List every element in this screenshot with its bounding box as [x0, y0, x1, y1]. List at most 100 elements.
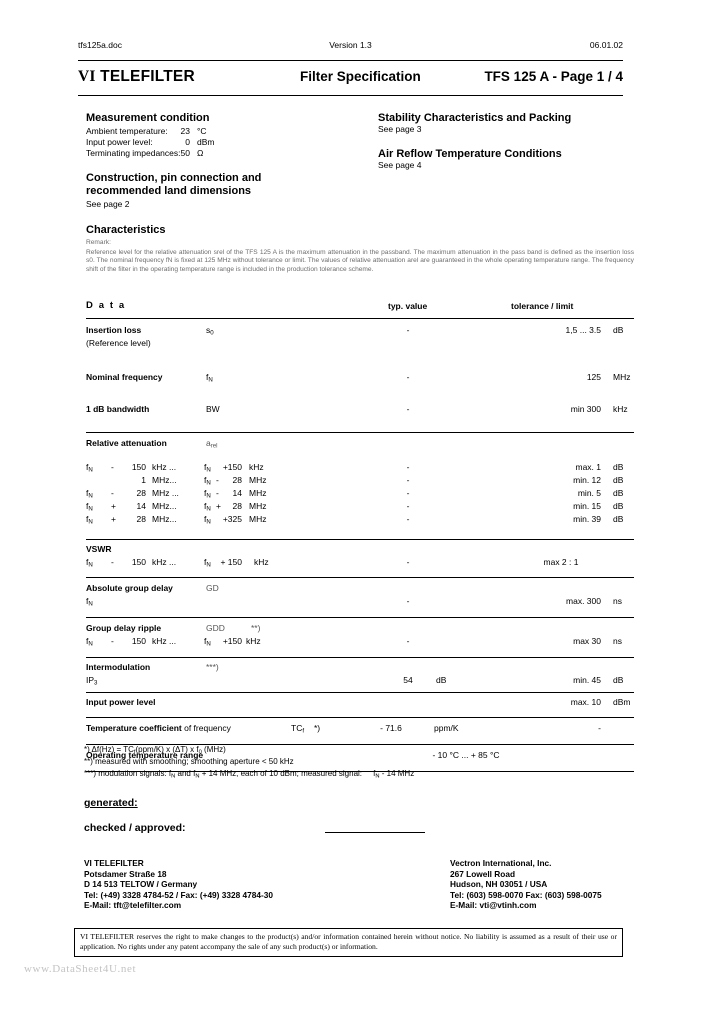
part-number-page: TFS 125 A - Page 1 / 4 — [484, 69, 623, 84]
relative-attenuation-symbol: arel — [206, 438, 218, 450]
att-2-unit1: MHz... — [152, 475, 177, 485]
nominal-frequency-label: Nominal frequency — [86, 372, 163, 382]
att-4-f1: fN — [86, 501, 93, 513]
construction-line2: recommended land dimensions — [86, 185, 252, 197]
insertion-loss-label: Insertion loss — [86, 325, 142, 335]
vswr-f1: fN — [86, 557, 93, 569]
table-rule — [86, 539, 634, 540]
att-5-f2: fN — [204, 514, 211, 526]
relative-attenuation-label: Relative attenuation — [86, 438, 167, 448]
att-4-unit2: MHz — [249, 501, 267, 511]
table-row: Operating temperature range - 10 °C ... … — [86, 750, 634, 763]
signature-line — [325, 832, 425, 833]
table-rule — [86, 744, 634, 745]
vswr-typ: - — [406, 557, 410, 567]
att-3-unit: dB — [613, 488, 624, 498]
table-row: (Reference level) — [86, 338, 634, 351]
air-reflow-block: Air Reflow Temperature Conditions See pa… — [378, 148, 562, 170]
nominal-frequency-unit: MHz — [613, 372, 631, 382]
ambient-temperature-label: Ambient temperature: — [86, 126, 168, 136]
footnotes: *) Δf(Hz) = TCf(ppm/K) x (ΔT) x f0 (MHz)… — [84, 744, 414, 779]
intermodulation-tolerance: min. 45 — [573, 675, 601, 685]
remark-line-3: attenuation arel are guaranteed in the w… — [86, 257, 634, 273]
characteristics-table: D a t a typ. value tolerance / limit Ins… — [86, 300, 634, 772]
header-rule-top — [78, 60, 623, 61]
intermodulation-footnote-mark: ***) — [206, 662, 219, 672]
ambient-temperature-value: 23 — [180, 126, 190, 136]
group-delay-label: Absolute group delay — [86, 583, 173, 593]
gdr-unit: ns — [613, 636, 622, 646]
address-right-street: 267 Lowell Road — [450, 868, 516, 879]
group-delay-ripple-label: Group delay ripple — [86, 623, 162, 633]
att-5-value2: +325 — [222, 514, 242, 524]
gdr-typ: - — [406, 636, 410, 646]
footnote-1: *) Δf(Hz) = TCf(ppm/K) x (ΔT) x f0 (MHz) — [84, 745, 226, 756]
row-relative-attenuation: Relative attenuation arel fN - 150 kHz .… — [86, 433, 634, 539]
vswr-unit2: kHz — [254, 557, 269, 567]
address-right-email: E-Mail: vti@vtinh.com — [450, 900, 602, 911]
measurement-title: Measurement condition — [86, 112, 210, 124]
watermark: www.DataSheet4U.net — [24, 963, 137, 975]
company-logo: VI TELEFILTER — [78, 68, 195, 86]
group-delay-symbol: GD — [206, 583, 219, 593]
characteristics-title: Characteristics — [86, 224, 166, 236]
table-row: Input power level max. 10 dBm — [86, 697, 634, 710]
address-block-telefilter: VI TELEFILTER Potsdamer Straße 18 D 14 5… — [84, 858, 273, 911]
table-row: Insertion loss s0 - 1,5 ... 3.5 dB — [86, 325, 634, 338]
att-1-unit1: kHz ... — [152, 462, 177, 472]
address-left-street: Potsdamer Straße 18 — [84, 868, 167, 879]
address-left-company: VI TELEFILTER — [84, 858, 144, 868]
spec-title: Filter Specification — [300, 69, 421, 84]
table-row: fN - 28 MHz ... fN - 14 MHz - min. 5 dB — [86, 488, 634, 501]
att-4-value1: 14 — [136, 501, 146, 511]
row-bandwidth: 1 dB bandwidth BW - min 300 kHz — [86, 401, 634, 432]
group-delay-unit: ns — [613, 596, 622, 606]
doc-version: Version 1.3 — [329, 40, 372, 50]
tempco-label: Temperature coefficient of frequency — [86, 723, 231, 733]
doc-filename: tfs125a.doc — [78, 40, 122, 50]
address-left-email-value[interactable]: tft@telefilter.com — [113, 900, 182, 911]
tempco-label-rest: of frequency — [181, 723, 231, 733]
nominal-frequency-symbol: fN — [206, 372, 213, 384]
table-row: fN - 150 kHz ... fN +150 kHz - max. 1 dB — [86, 462, 634, 475]
intermodulation-label: Intermodulation — [86, 662, 151, 672]
att-3-f1: fN — [86, 488, 93, 500]
row-temperature-coefficient: Temperature coefficient of frequency TCf… — [86, 718, 634, 744]
row-nominal-frequency: Nominal frequency fN - 125 MHz — [86, 366, 634, 401]
row-group-delay: Absolute group delay GD fN - max. 300 ns — [86, 578, 634, 617]
table-row: IP3 54 dB min. 45 dB — [86, 675, 634, 688]
row-operating-temperature: Operating temperature range - 10 °C ... … — [86, 745, 634, 771]
vswr-f2: fN — [204, 557, 211, 569]
remark-line-4: included in the production tolerance sch… — [242, 265, 374, 273]
att-1-f2: fN — [204, 462, 211, 474]
table-rule — [86, 318, 634, 319]
construction-see-page: See page 2 — [86, 199, 130, 209]
address-left-email-label: E-Mail: — [84, 900, 114, 911]
tempco-label-bold: Temperature coefficient — [86, 723, 182, 733]
gdr-value1: 150 — [131, 636, 146, 646]
table-rule — [86, 432, 634, 433]
insertion-loss-sublabel: (Reference level) — [86, 338, 151, 348]
address-right-email-value[interactable]: vti@vtinh.com — [479, 900, 537, 911]
input-power-unit: dBm — [196, 137, 215, 147]
att-3-value1: 28 — [136, 488, 146, 498]
att-1-value2: +150 — [222, 462, 242, 472]
stability-title: Stability Characteristics and Packing — [378, 112, 572, 124]
vswr-unit1: kHz ... — [152, 557, 177, 567]
table-row: fN - 150 kHz ... fN + 150 kHz - max 2 : … — [86, 557, 634, 570]
att-1-unit: dB — [613, 462, 624, 472]
measurement-condition-block: Measurement condition Ambient temperatur… — [86, 112, 214, 159]
table-rule — [86, 717, 634, 718]
gdr-value2: +150 — [222, 636, 242, 646]
att-5-typ: - — [406, 514, 410, 524]
table-rule — [86, 692, 634, 693]
input-power-level-label: Input power level — [86, 697, 156, 707]
table-row: Ambient temperature: 23 °C — [86, 126, 214, 137]
table-row: Nominal frequency fN - 125 MHz — [86, 372, 634, 385]
att-2-value1: 1 — [141, 475, 146, 485]
column-header-typ-value: typ. value — [388, 301, 428, 311]
att-3-f2: fN — [204, 488, 211, 500]
remark-label: Remark: — [86, 239, 111, 246]
impedance-value: 50 — [180, 148, 190, 158]
